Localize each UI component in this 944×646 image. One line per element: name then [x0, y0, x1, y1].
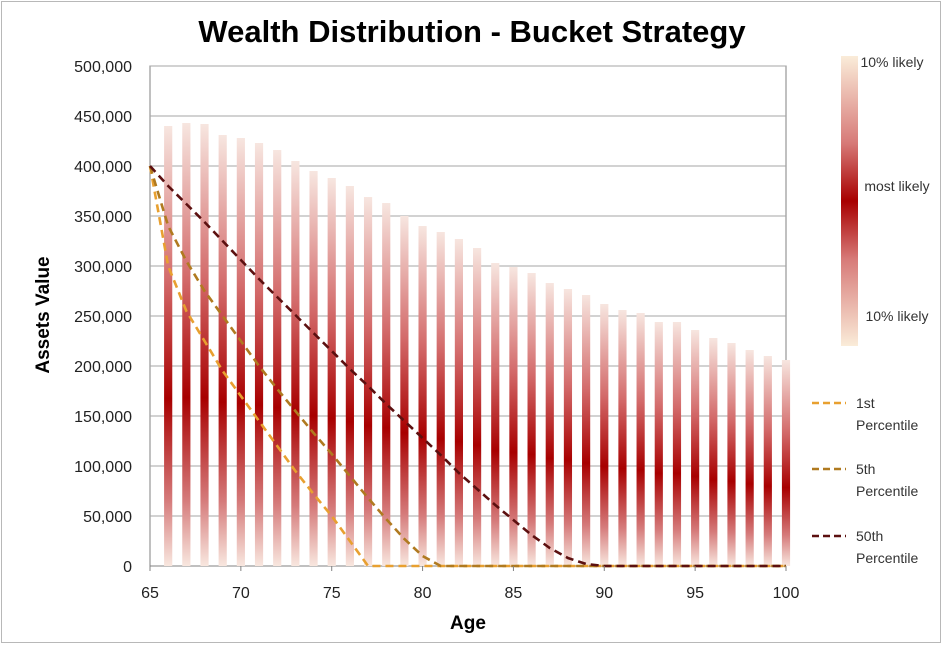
- distribution-bar: [182, 123, 191, 566]
- legend-label-1st-line1: 1st: [856, 395, 875, 411]
- distribution-bar: [236, 138, 245, 566]
- distribution-bar: [545, 283, 554, 566]
- distribution-bar: [636, 313, 645, 566]
- y-tick-label: 100,000: [74, 459, 132, 476]
- distribution-bar: [509, 267, 518, 566]
- distribution-bar: [618, 310, 627, 566]
- y-tick-label: 500,000: [74, 59, 132, 76]
- distribution-bar: [400, 216, 409, 566]
- legend-label-5th-line2: Percentile: [856, 483, 919, 499]
- distribution-bar: [164, 126, 173, 566]
- distribution-bar: [527, 273, 536, 566]
- x-tick-label: 95: [686, 585, 704, 602]
- x-tick-label: 70: [232, 585, 250, 602]
- legend-item-50th: 50th Percentile: [856, 525, 918, 569]
- legend-label-5th-line1: 5th: [856, 461, 876, 477]
- y-tick-label: 450,000: [74, 109, 132, 126]
- distribution-bar: [582, 295, 591, 566]
- distribution-bar: [709, 338, 718, 566]
- distribution-bar: [491, 263, 500, 566]
- chart-title: Wealth Distribution - Bucket Strategy: [198, 14, 746, 49]
- y-tick-label: 250,000: [74, 309, 132, 326]
- distribution-bar: [654, 322, 663, 566]
- distribution-bar: [600, 304, 609, 566]
- distribution-bar: [327, 178, 336, 566]
- y-tick-label: 50,000: [83, 509, 132, 526]
- distribution-bar: [472, 248, 482, 566]
- legend-item-5th: 5th Percentile: [856, 458, 918, 502]
- legend-label-50th-line2: Percentile: [856, 550, 919, 566]
- scale-mid-label: most likely: [864, 178, 930, 194]
- scale-top-label: 10% likely: [860, 54, 924, 70]
- x-tick-label: 85: [505, 585, 523, 602]
- legend-label-50th-line1: 50th: [856, 528, 884, 544]
- distribution-bar: [745, 350, 754, 566]
- likelihood-scale-bar: [841, 56, 858, 346]
- x-tick-label: 75: [323, 585, 341, 602]
- percentile-line-2: [148, 165, 786, 568]
- distribution-bar: [436, 232, 445, 566]
- distribution-bar: [254, 143, 264, 566]
- distribution-bar: [345, 186, 354, 566]
- distribution-bar: [691, 330, 700, 566]
- distribution-bar: [763, 356, 772, 566]
- distribution-bar: [727, 343, 736, 566]
- y-tick-label: 200,000: [74, 359, 132, 376]
- x-tick-label: 90: [595, 585, 613, 602]
- distribution-bar: [382, 203, 391, 566]
- distribution-bar: [273, 150, 282, 566]
- distribution-bar: [309, 171, 318, 566]
- y-tick-label: 0: [123, 559, 132, 576]
- distribution-bar: [418, 226, 427, 566]
- x-tick-label: 65: [141, 585, 159, 602]
- distribution-bar: [454, 239, 464, 566]
- distribution-bar: [218, 135, 227, 566]
- y-tick-label: 350,000: [74, 209, 132, 226]
- x-axis-label: Age: [450, 613, 486, 634]
- percentile-line-3: [149, 165, 786, 568]
- distribution-bar: [781, 360, 791, 566]
- legend-label-1st-line2: Percentile: [856, 417, 919, 433]
- scale-bottom-label: 10% likely: [865, 308, 929, 324]
- percentile-line-1: [148, 165, 786, 568]
- x-tick-label: 80: [414, 585, 432, 602]
- y-tick-label: 300,000: [74, 259, 132, 276]
- distribution-bar: [291, 161, 300, 566]
- y-tick-label: 150,000: [74, 409, 132, 426]
- y-tick-label: 400,000: [74, 159, 132, 176]
- x-tick-label: 100: [773, 585, 800, 602]
- distribution-bar: [563, 289, 573, 566]
- distribution-bar: [200, 124, 209, 566]
- legend-item-1st: 1st Percentile: [856, 392, 918, 436]
- distribution-bar: [363, 197, 373, 566]
- distribution-bar: [672, 322, 682, 566]
